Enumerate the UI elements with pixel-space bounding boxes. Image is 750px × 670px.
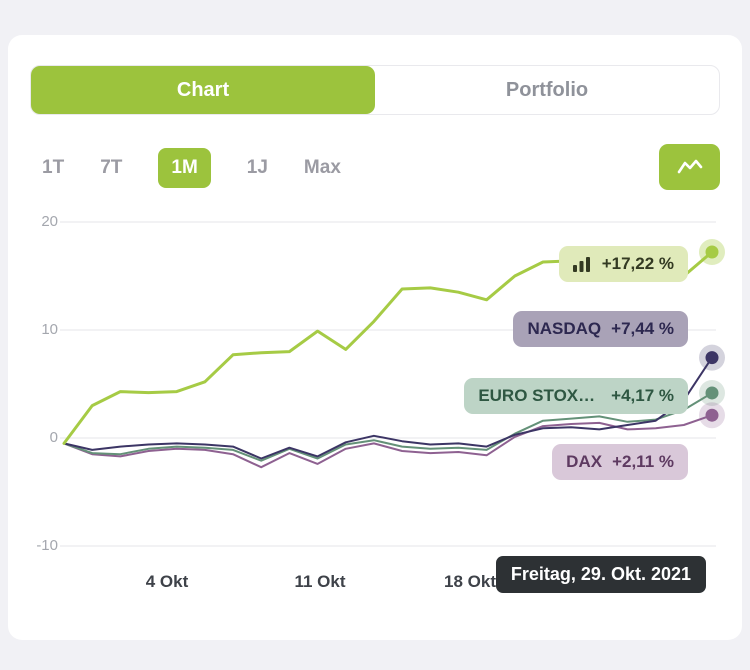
- endpoint-dot-nasdaq: [705, 351, 719, 365]
- dax-change-value: +2,11 %: [612, 452, 674, 471]
- tab-bar: Chart Portfolio: [30, 65, 720, 115]
- endpoint-dot-portfolio: [705, 245, 719, 259]
- portfolio-change-value: +17,22 %: [601, 254, 674, 273]
- eurostoxx-name: EURO STOX…: [478, 386, 596, 405]
- series-line-eurostoxx: [63, 392, 713, 462]
- nasdaq-legend-badge: NASDAQ +7,44 %: [513, 311, 688, 347]
- range-max-button[interactable]: Max: [303, 157, 341, 178]
- y-axis-tick-20: 20: [41, 213, 58, 230]
- chart-canvas[interactable]: [8, 35, 742, 639]
- tab-portfolio-label: Portfolio: [505, 78, 589, 101]
- y-axis-tick-neg10: -10: [36, 537, 58, 554]
- range-1m-button[interactable]: 1M: [158, 148, 211, 188]
- nasdaq-change-value: +7,44 %: [611, 319, 674, 338]
- bar-chart-icon: [572, 256, 590, 272]
- endpoint-dot-eurostoxx: [705, 386, 719, 400]
- activity-icon: [677, 159, 702, 174]
- endpoint-dot-dax: [705, 408, 719, 422]
- eurostoxx-legend-badge: EURO STOX… +4,17 %: [464, 378, 688, 414]
- x-axis-tick-4okt: 4 Okt: [145, 572, 189, 591]
- date-tooltip: Freitag, 29. Okt. 2021: [495, 556, 706, 593]
- chart-style-button[interactable]: [659, 144, 720, 190]
- nasdaq-name: NASDAQ: [527, 319, 602, 338]
- x-axis-tick-11okt: 11 Okt: [294, 572, 346, 591]
- range-1t-button[interactable]: 1T: [42, 157, 65, 178]
- widget-card: Chart Portfolio 1T 7T 1M 1J Max 20 10 0 …: [8, 35, 742, 640]
- x-axis-tick-18okt: 18 Okt: [444, 572, 496, 591]
- tab-chart-label: Chart: [176, 78, 230, 101]
- range-1j-button[interactable]: 1J: [246, 157, 268, 178]
- y-axis-tick-0: 0: [49, 429, 58, 446]
- tab-chart[interactable]: Chart: [31, 66, 375, 114]
- series-line-nasdaq: [63, 356, 713, 460]
- dax-legend-badge: DAX +2,11 %: [552, 444, 688, 480]
- series-line-dax: [63, 414, 713, 469]
- tab-portfolio[interactable]: Portfolio: [375, 66, 719, 114]
- range-7t-button[interactable]: 7T: [100, 157, 123, 178]
- portfolio-change-badge: +17,22 %: [558, 246, 688, 282]
- y-axis-tick-10: 10: [41, 321, 58, 338]
- dax-name: DAX: [566, 452, 603, 471]
- eurostoxx-change-value: +4,17 %: [611, 386, 674, 405]
- range-selector: 1T 7T 1M 1J Max: [42, 145, 341, 191]
